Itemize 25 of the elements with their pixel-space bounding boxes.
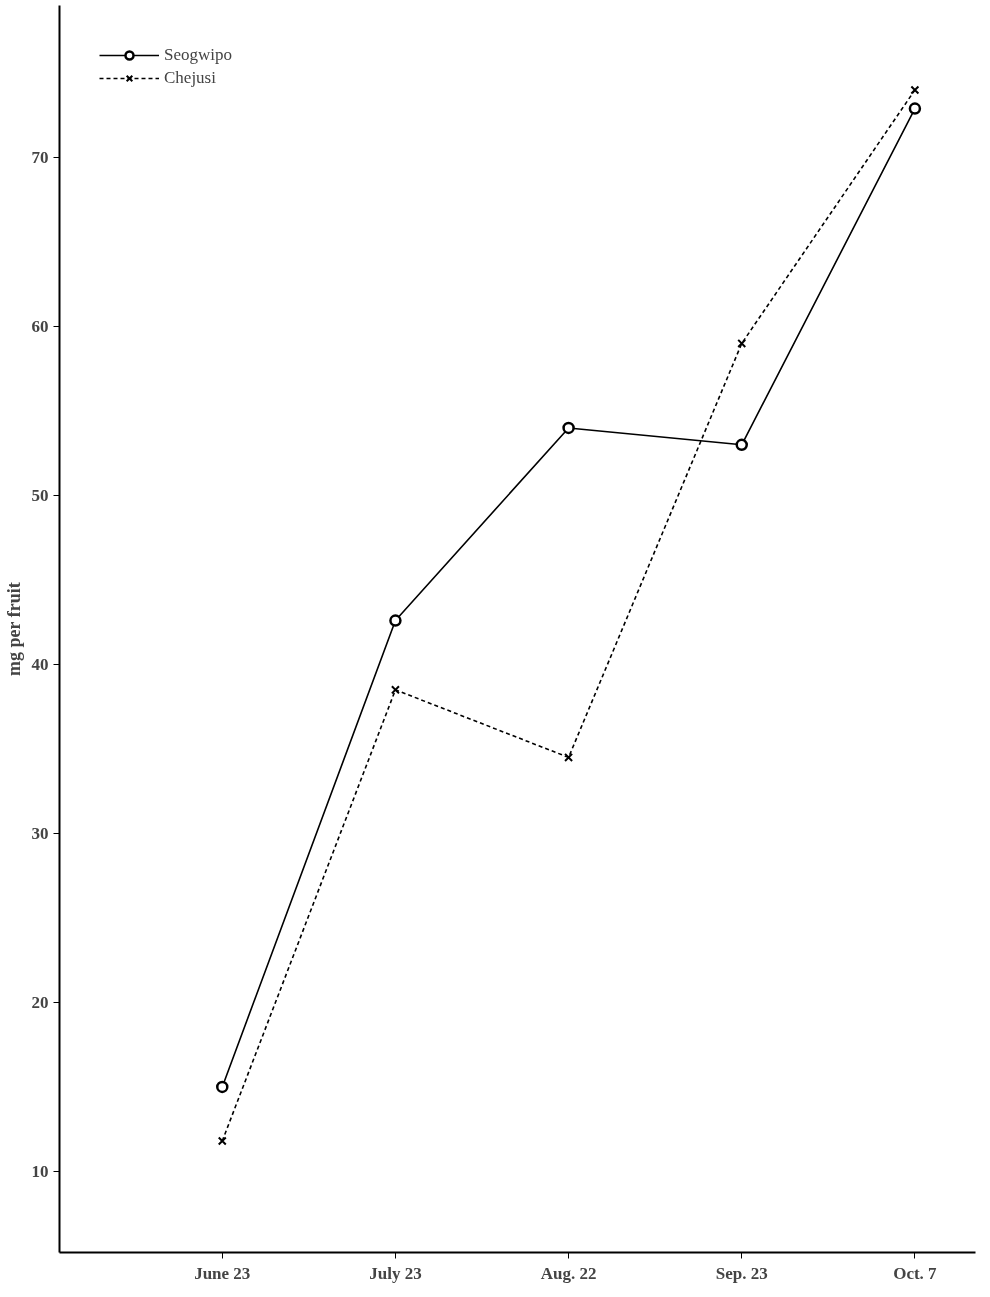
y-tick-label: 50 [31, 486, 49, 506]
x-tick-label: Oct. 7 [893, 1263, 938, 1283]
legend-label: Seogwipo [164, 45, 232, 65]
point [737, 338, 747, 348]
y-tick-label: 60 [31, 317, 49, 337]
y-tick-label: 40 [31, 654, 49, 674]
x-tick-label: July 23 [369, 1263, 422, 1283]
point [389, 614, 402, 627]
y-tick-label: 30 [31, 823, 49, 843]
point [910, 85, 920, 95]
y-tick-label: 20 [31, 992, 49, 1012]
point [564, 752, 574, 762]
legend-label: Chejusi [164, 68, 216, 88]
point [908, 102, 922, 115]
y-axis-title: mg per fruit [3, 582, 24, 676]
point [390, 685, 400, 695]
x-tick-label: Sep. 23 [715, 1263, 768, 1283]
x-tick-label: Aug. 22 [540, 1263, 597, 1283]
point [216, 1080, 229, 1094]
point [217, 1136, 227, 1146]
y-tick-label: 70 [31, 148, 49, 168]
point [562, 421, 575, 435]
y-tick-label: 10 [31, 1161, 49, 1181]
x-tick-label: June 23 [194, 1263, 251, 1283]
point [735, 438, 748, 452]
